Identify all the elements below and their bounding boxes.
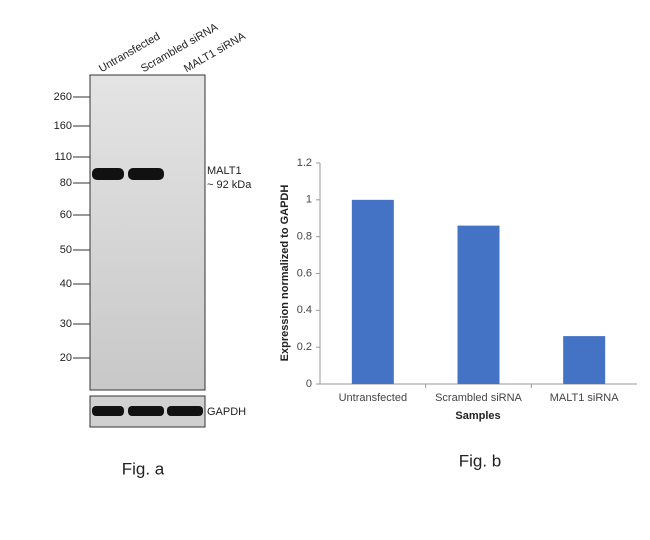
bar xyxy=(563,336,606,384)
marker-label: 50 xyxy=(60,244,72,256)
lane-label: Scrambled siRNA xyxy=(139,21,221,75)
marker-label: 110 xyxy=(54,151,72,163)
band-size: ~ 92 kDa xyxy=(207,179,252,191)
band xyxy=(92,168,124,180)
y-tick-label: 1 xyxy=(306,194,312,206)
marker-label: 80 xyxy=(60,177,72,189)
marker-label: 40 xyxy=(60,278,72,290)
y-tick-label: 0.8 xyxy=(297,231,312,243)
marker-label: 160 xyxy=(54,120,72,132)
marker-label: 20 xyxy=(60,352,72,364)
band xyxy=(167,406,203,416)
x-tick-label: Untransfected xyxy=(339,392,407,404)
band xyxy=(128,168,164,180)
x-tick-label: Scrambled siRNA xyxy=(435,392,522,404)
y-tick-label: 0.4 xyxy=(297,304,312,316)
bar xyxy=(457,225,500,384)
x-axis-title: Samples xyxy=(455,410,500,422)
caption: Fig. b xyxy=(459,451,502,470)
marker-label: 30 xyxy=(60,318,72,330)
band xyxy=(128,406,164,416)
y-tick-label: 1.2 xyxy=(297,157,312,169)
y-tick-label: 0.6 xyxy=(297,267,312,279)
band xyxy=(92,406,124,416)
loading-label: GAPDH xyxy=(207,406,246,418)
caption: Fig. a xyxy=(122,459,165,478)
bar xyxy=(351,199,394,384)
marker-label: 260 xyxy=(54,91,72,103)
y-tick-label: 0 xyxy=(306,378,312,390)
band-label: MALT1 xyxy=(207,165,242,177)
y-tick-label: 0.2 xyxy=(297,341,312,353)
x-tick-label: MALT1 siRNA xyxy=(550,392,620,404)
y-axis-title: Expression normalized to GAPDH xyxy=(279,185,291,362)
blot-panel xyxy=(89,74,206,391)
marker-label: 60 xyxy=(60,209,72,221)
